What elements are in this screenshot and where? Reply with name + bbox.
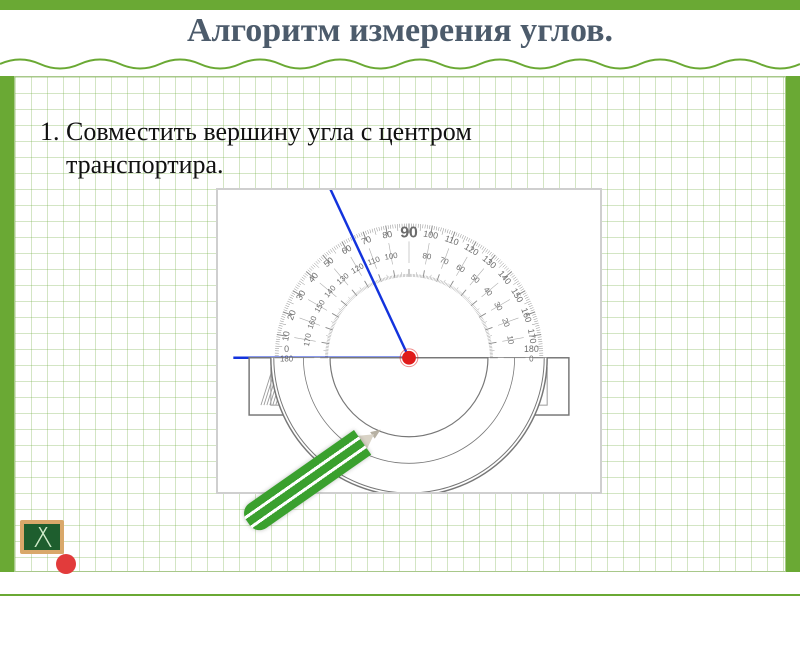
protractor-figure: 1020304050607080901001101201301401501601… [216,188,602,494]
svg-text:30: 30 [294,288,308,302]
svg-text:160: 160 [519,306,533,323]
chalkboard-icon [20,520,80,574]
svg-text:110: 110 [366,254,381,267]
svg-text:70: 70 [360,234,373,247]
svg-text:130: 130 [335,271,351,287]
svg-text:180: 180 [280,355,294,364]
slide-title: Алгоритм измерения углов. [0,12,800,50]
svg-text:40: 40 [306,270,320,284]
step-line-1: Совместить вершину угла с центром [66,117,472,146]
right-margin [786,76,800,572]
svg-text:60: 60 [340,243,354,257]
svg-text:20: 20 [285,309,298,322]
svg-text:170: 170 [526,328,538,344]
svg-text:50: 50 [322,255,336,269]
decorative-curly-line [0,55,800,73]
bottom-line [0,594,800,596]
svg-text:80: 80 [422,251,433,261]
svg-text:0: 0 [529,355,534,364]
svg-text:60: 60 [454,262,467,274]
svg-text:160: 160 [306,314,319,330]
svg-text:110: 110 [443,233,460,247]
svg-text:130: 130 [480,253,498,270]
svg-text:10: 10 [505,335,515,346]
svg-text:170: 170 [302,332,313,347]
left-margin [0,76,14,572]
step-number: 1. [40,117,60,146]
svg-text:80: 80 [382,229,394,241]
svg-text:100: 100 [423,228,439,240]
protractor-svg: 1020304050607080901001101201301401501601… [218,190,600,492]
step-line-2: транспортира. [40,149,600,182]
svg-text:90: 90 [400,225,418,242]
svg-text:0: 0 [284,344,289,354]
svg-text:180: 180 [524,344,539,354]
svg-text:20: 20 [500,317,512,329]
svg-text:150: 150 [509,286,525,304]
svg-text:10: 10 [280,330,292,342]
svg-text:140: 140 [322,283,338,299]
top-bar [0,0,800,10]
step-1-text: 1. Совместить вершину угла с центром тра… [40,116,600,181]
svg-text:120: 120 [350,261,366,276]
svg-text:150: 150 [313,298,328,314]
svg-text:70: 70 [439,255,451,267]
svg-text:100: 100 [384,251,399,262]
svg-text:120: 120 [463,241,481,257]
svg-text:30: 30 [492,300,504,313]
svg-text:140: 140 [496,269,513,287]
